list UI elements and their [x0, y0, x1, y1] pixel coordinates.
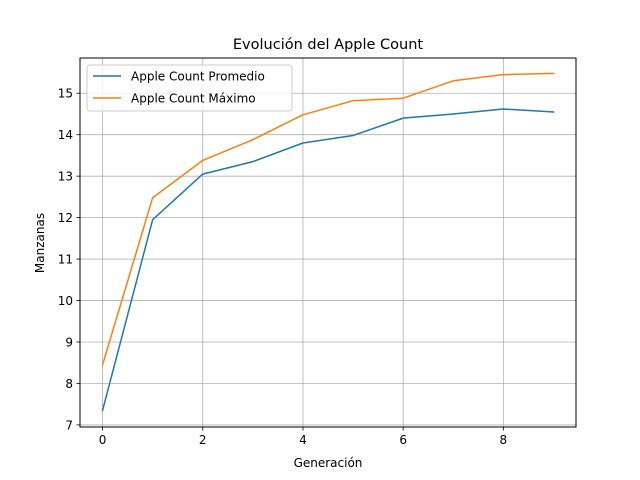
y-tick-label: 11 — [58, 253, 73, 267]
y-tick-label: 7 — [65, 418, 73, 432]
legend-box — [86, 64, 293, 112]
legend: Apple Count Promedio Apple Count Máximo — [86, 64, 293, 112]
y-tick-label: 13 — [58, 170, 73, 184]
y-tick-label: 15 — [58, 87, 73, 101]
y-tick-label: 9 — [65, 336, 73, 350]
y-axis-label: Manzanas — [33, 213, 47, 273]
y-tick-label: 14 — [58, 128, 73, 142]
x-tick-label: 2 — [199, 433, 207, 447]
x-tick-label: 6 — [399, 433, 407, 447]
y-tick-label: 10 — [58, 294, 73, 308]
series-lines — [101, 72, 555, 412]
y-tick-label: 8 — [65, 377, 73, 391]
x-tick-label: 0 — [99, 433, 107, 447]
chart-title: Evolución del Apple Count — [233, 37, 424, 53]
y-tick-label: 12 — [58, 211, 73, 225]
x-tick-label: 8 — [500, 433, 508, 447]
grid — [80, 58, 576, 427]
legend-label-0: Apple Count Promedio — [131, 70, 265, 84]
axis-ticks: 0 2 4 6 8 7 8 9 10 11 12 13 14 15 — [58, 87, 507, 447]
series-line-1 — [101, 72, 555, 366]
plot-area-frame — [79, 57, 577, 428]
x-tick-label: 4 — [299, 433, 307, 447]
x-axis-label: Generación — [294, 456, 363, 470]
legend-label-1: Apple Count Máximo — [131, 92, 256, 106]
series-line-0 — [101, 108, 555, 412]
